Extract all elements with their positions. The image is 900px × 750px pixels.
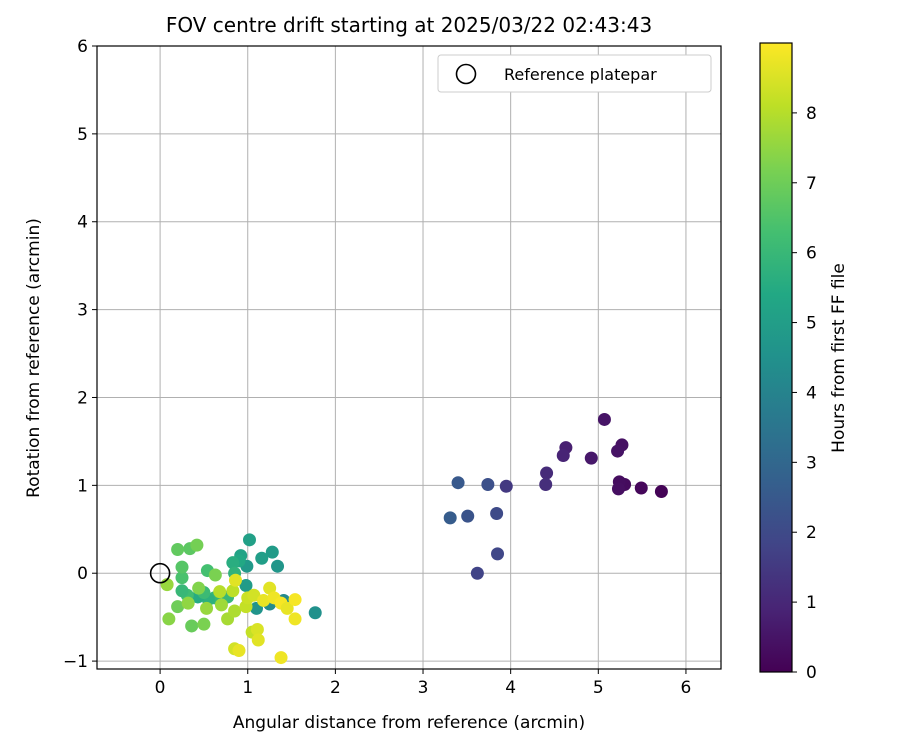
data-point xyxy=(250,622,264,636)
x-axis-ticks: 0 1 2 3 4 5 6 xyxy=(155,669,692,698)
y-tick-label: 0 xyxy=(77,564,88,584)
colorbar-tick-label: 5 xyxy=(806,314,817,334)
data-point xyxy=(228,573,242,587)
colorbar: 0 1 2 3 4 5 6 7 8 Hours from first FF file xyxy=(759,42,849,683)
data-point xyxy=(451,476,465,490)
data-point xyxy=(190,538,204,552)
data-point xyxy=(265,545,279,559)
data-point xyxy=(288,593,302,607)
x-tick-label: 2 xyxy=(330,678,341,698)
colorbar-tick-label: 4 xyxy=(806,383,817,403)
data-point xyxy=(461,509,475,523)
y-tick-label: 4 xyxy=(77,213,88,233)
x-tick-label: 6 xyxy=(681,678,692,698)
data-point xyxy=(232,644,246,658)
chart-title: FOV centre drift starting at 2025/03/22 … xyxy=(166,13,652,37)
data-point xyxy=(255,551,269,565)
data-point xyxy=(175,571,189,585)
data-point xyxy=(263,581,277,595)
colorbar-tick-label: 8 xyxy=(806,104,817,124)
data-point xyxy=(308,606,322,620)
data-point xyxy=(597,412,611,426)
colorbar-tick-label: 2 xyxy=(806,523,817,543)
x-tick-label: 0 xyxy=(155,678,166,698)
data-point xyxy=(181,596,195,610)
data-point xyxy=(162,612,176,626)
data-point xyxy=(226,556,240,570)
data-point xyxy=(611,482,625,496)
data-point xyxy=(242,533,256,547)
data-point xyxy=(213,585,227,599)
data-point xyxy=(274,651,288,665)
data-point xyxy=(490,506,504,520)
x-tick-label: 1 xyxy=(242,678,253,698)
data-point xyxy=(175,584,189,598)
data-point xyxy=(539,477,553,491)
colorbar-tick-label: 1 xyxy=(806,593,817,613)
data-point xyxy=(175,560,189,574)
data-point xyxy=(443,511,457,525)
x-tick-label: 5 xyxy=(593,678,604,698)
data-point xyxy=(247,588,261,602)
legend-reference-marker xyxy=(455,63,477,85)
data-point xyxy=(197,617,211,631)
data-point xyxy=(226,584,240,598)
data-point xyxy=(192,581,206,595)
legend-reference-label: Reference platepar xyxy=(504,65,657,84)
colorbar-gradient xyxy=(759,42,793,673)
data-point xyxy=(654,485,668,499)
data-point xyxy=(470,566,484,580)
data-point xyxy=(540,466,554,480)
data-point xyxy=(200,601,214,615)
data-point xyxy=(556,448,570,462)
data-point xyxy=(491,547,505,561)
data-point xyxy=(251,633,265,647)
x-tick-label: 3 xyxy=(418,678,429,698)
y-tick-label: 3 xyxy=(77,301,88,321)
colorbar-tick-label: 0 xyxy=(806,663,817,683)
reference-marker-layer xyxy=(149,562,171,584)
data-point xyxy=(288,612,302,626)
data-point xyxy=(499,479,513,493)
data-point xyxy=(214,598,228,612)
data-point xyxy=(208,568,222,582)
y-tick-label: 2 xyxy=(77,388,88,408)
x-axis-label: Angular distance from reference (arcmin) xyxy=(233,713,585,733)
y-axis-label: Rotation from reference (arcmin) xyxy=(24,218,44,498)
data-points xyxy=(160,412,668,665)
data-point xyxy=(634,481,648,495)
legend-box xyxy=(437,54,712,93)
colorbar-label: Hours from first FF file xyxy=(829,263,849,453)
y-tick-label: −1 xyxy=(63,652,88,672)
x-tick-label: 4 xyxy=(505,678,516,698)
y-axis-ticks: −1 0 1 2 3 4 5 6 xyxy=(63,37,97,672)
data-point xyxy=(171,542,185,556)
data-point xyxy=(271,559,285,573)
colorbar-tick-label: 3 xyxy=(806,453,817,473)
data-point xyxy=(611,444,625,458)
y-tick-label: 1 xyxy=(77,476,88,496)
data-point xyxy=(280,601,294,615)
y-tick-label: 6 xyxy=(77,37,88,57)
colorbar-tick-label: 6 xyxy=(806,244,817,264)
data-point xyxy=(584,451,598,465)
data-point xyxy=(239,579,253,593)
colorbar-ticks: 0 1 2 3 4 5 6 7 8 xyxy=(792,104,817,683)
colorbar-tick-label: 7 xyxy=(806,174,817,194)
data-point xyxy=(185,619,199,633)
data-point xyxy=(228,604,242,618)
grid xyxy=(97,45,721,669)
data-point xyxy=(257,593,271,607)
reference-platepar-marker xyxy=(149,562,171,584)
data-point xyxy=(171,600,185,614)
legend: Reference platepar xyxy=(437,54,712,93)
data-point xyxy=(481,477,495,491)
plot-frame xyxy=(96,45,722,670)
y-tick-label: 5 xyxy=(77,125,88,145)
